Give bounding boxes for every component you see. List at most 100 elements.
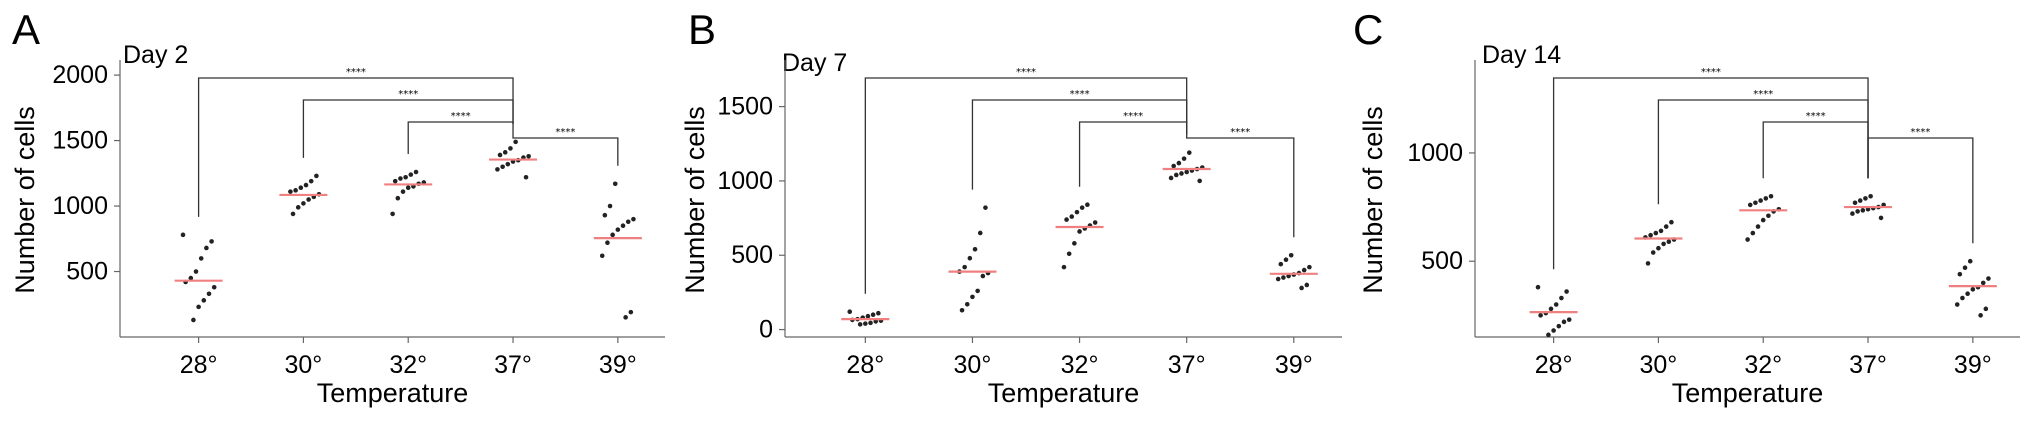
significance-label: **** [1070,89,1090,100]
y-tick-label: 500 [1421,247,1463,275]
data-point [295,205,301,210]
data-point [1074,209,1080,215]
data-point [980,273,986,279]
y-tick-label: 1000 [52,192,108,220]
data-point [293,188,298,193]
data-point [975,288,980,294]
significance-label: **** [1701,67,1721,78]
data-point [1566,317,1572,322]
data-point [193,269,199,274]
data-point [615,227,621,232]
data-point [392,178,398,184]
significance-label: **** [1230,127,1250,138]
significance-bracket [971,99,1188,190]
data-point [1666,239,1672,245]
data-point [857,322,863,327]
data-point [1745,237,1750,242]
data-point [198,256,204,261]
data-point [1288,252,1294,258]
data-point [1755,224,1761,229]
significance-label: **** [1753,89,1773,100]
data-point [1304,282,1310,288]
data-point [1173,172,1179,178]
chart-svg: C Day 14 500 1000 28° 30° 32° 37° 39° Temperature… [1353,6,2020,408]
significance-label: **** [451,111,471,122]
data-point [1978,313,1983,318]
data-point [1079,205,1085,210]
y-tick-label: 1000 [717,167,773,195]
data-point [301,201,306,206]
significance-bracket [1867,137,1974,244]
significance-label: **** [1806,111,1826,122]
x-axis-label: Temperature [988,378,1140,408]
significance-bracket [1186,134,1295,238]
data-point [400,189,406,194]
y-tick-label: 500 [731,241,773,269]
x-axis-label: Temperature [1672,378,1824,408]
data-point [1868,193,1873,199]
y-tick-label: 0 [759,316,773,344]
data-point [970,294,975,300]
data-point [612,181,618,187]
data-point [1561,319,1567,325]
data-point [602,212,608,218]
data-point [1766,213,1771,219]
data-point [314,173,319,179]
data-point [408,172,414,177]
data-point [610,232,615,238]
data-point [1857,198,1863,203]
data-point [1648,232,1653,238]
data-point [1299,285,1304,291]
panel-b: B Day 7 0 500 1000 1500 28° 30° 32° 37° 39° Tempera… [680,0,1350,423]
data-point [631,216,636,222]
data-point [983,205,988,210]
data-point [1855,209,1860,214]
data-point [620,223,626,228]
significance-bracket [1552,77,1869,270]
data-point [1301,267,1307,273]
chart-title: Day 14 [1482,41,1561,69]
x-tick-label: 39° [1954,351,1992,379]
y-tick-label: 1000 [1407,139,1463,167]
x-tick-label: 37° [494,351,532,379]
x-tick-label: 30° [954,351,992,379]
data-point [211,284,217,290]
chart-svg: B Day 7 0 500 1000 1500 28° 30° 32° 37° 39° Tempera… [680,6,1342,408]
data-point [1186,150,1192,155]
data-point [1850,211,1855,216]
data-point [1092,220,1098,225]
data-point [1962,265,1968,271]
data-point [1967,258,1973,264]
data-point [1538,313,1543,318]
data-point [180,232,186,238]
data-point [209,239,214,244]
data-point [513,139,518,145]
data-point [1548,306,1554,312]
x-tick-label: 32° [389,351,427,379]
data-point [1556,323,1562,329]
panel-letter: A [12,6,40,53]
data-point [1763,196,1769,201]
data-point [1535,284,1541,290]
data-point [206,291,212,297]
data-point [1747,202,1753,208]
data-point [959,307,965,313]
panel-letter: C [1353,6,1383,53]
significance-label: **** [1910,127,1930,138]
data-point [964,301,970,307]
x-axis-label: Temperature [317,378,469,408]
data-point [1661,241,1666,247]
data-point [1181,156,1187,161]
data-point [1980,280,1986,286]
data-point [628,309,634,315]
data-point [502,150,508,155]
data-point [977,230,983,236]
significance-bracket [1078,121,1188,187]
data-point [870,312,876,318]
x-tick-label: 30° [1640,351,1678,379]
x-tick-label: 32° [1061,351,1099,379]
data-point [188,275,194,281]
chart-title: Day 7 [782,49,847,77]
data-point [1768,193,1774,199]
data-point [500,164,505,170]
